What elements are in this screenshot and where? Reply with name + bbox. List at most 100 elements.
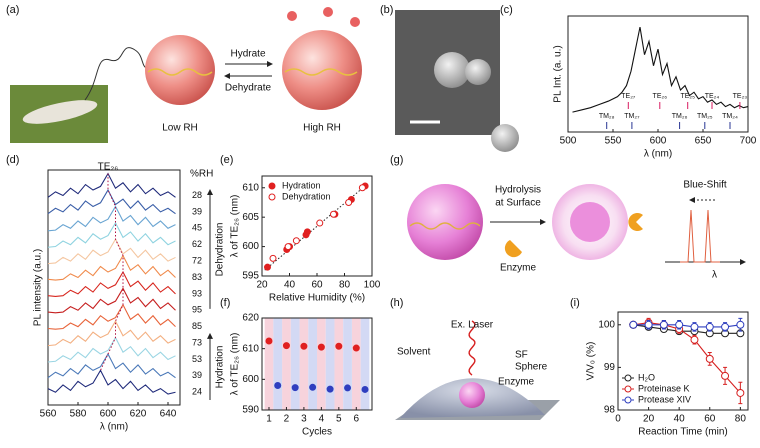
spectrum-icon — [680, 209, 720, 263]
x-tick-label: 40 — [674, 414, 686, 425]
series-line — [47, 221, 176, 248]
y-tick-label: 100 — [598, 319, 615, 330]
y-tick-label: 595 — [242, 271, 259, 282]
point — [300, 342, 308, 350]
panel-label: (d) — [6, 154, 19, 166]
series-line — [47, 205, 176, 232]
wave — [147, 68, 213, 76]
point — [303, 228, 311, 236]
peak-guide — [100, 173, 124, 371]
legend-marker — [624, 385, 632, 393]
series-label: 95 — [192, 305, 202, 315]
legend-label: Proteinase K — [638, 383, 690, 393]
water — [287, 11, 297, 21]
series-label: 85 — [192, 321, 202, 331]
series-line — [47, 287, 176, 314]
series-line — [47, 369, 176, 395]
y-tick-label: 99 — [604, 362, 616, 373]
mode-label: TE₂₇ — [621, 93, 636, 100]
point — [345, 198, 353, 206]
x-tick-label: 550 — [605, 136, 622, 147]
series-line — [47, 172, 176, 198]
plot-frame — [617, 311, 749, 411]
point — [705, 354, 714, 363]
plot-frame — [567, 15, 749, 133]
legend-label: Protease XIV — [638, 394, 691, 404]
x-tick-label: 640 — [160, 409, 177, 420]
plot-frame — [47, 169, 181, 406]
panel-label: (i) — [570, 297, 580, 309]
x-tick-label: 600 — [650, 136, 667, 147]
x-tick-label: 620 — [130, 409, 147, 420]
series-label: 39 — [192, 370, 202, 380]
water — [323, 7, 333, 17]
point — [282, 342, 290, 350]
band — [290, 318, 300, 410]
series-line — [47, 254, 176, 281]
point — [265, 337, 273, 345]
point — [292, 237, 300, 245]
y-axis-label: λ of TE₂₆ (nm) — [230, 333, 241, 396]
mode-label: TM₂₅ — [697, 113, 713, 120]
x-tick-label: 650 — [695, 136, 712, 147]
point — [690, 322, 699, 331]
label: Sphere — [515, 362, 548, 373]
point — [344, 384, 352, 392]
legend-label: Hydration — [282, 180, 321, 190]
panel-b — [395, 10, 519, 152]
label: Enzyme — [500, 263, 537, 274]
y-axis-label: λ of TE₂₆ (nm) — [230, 195, 241, 258]
x-tick-label: 80 — [735, 414, 747, 425]
label: Ex. Laser — [451, 320, 494, 331]
point — [316, 219, 324, 227]
point — [736, 388, 745, 397]
silk-thread — [84, 47, 151, 101]
x-axis-label: λ (nm) — [644, 149, 672, 160]
label: SF — [515, 350, 528, 361]
series-label: 93 — [192, 288, 202, 298]
series-label: 62 — [192, 239, 202, 249]
x-tick-label: 0 — [615, 414, 621, 425]
label: Dehydrate — [225, 83, 272, 94]
sphere — [407, 184, 483, 260]
sphere — [465, 59, 491, 85]
legend-label: H₂O — [638, 372, 655, 382]
series-label: 39 — [192, 206, 202, 216]
x-tick-label: 20 — [256, 280, 268, 291]
label: Solvent — [397, 347, 431, 358]
plot-frame — [261, 317, 373, 411]
mode-label: TM₂₇ — [624, 113, 640, 120]
band — [308, 318, 317, 410]
x-axis-label: Cycles — [302, 427, 332, 438]
silkworm — [22, 100, 98, 124]
series-line — [47, 188, 176, 215]
band — [317, 318, 326, 410]
y-axis-label: PL Int. (a. u.) — [553, 45, 564, 102]
series-label: 53 — [192, 354, 202, 364]
wave — [284, 68, 358, 76]
y-tick-label: 600 — [242, 241, 259, 252]
point — [644, 320, 653, 329]
series-line — [47, 352, 176, 379]
legend-marker — [624, 396, 632, 404]
y-tick-label: 600 — [242, 374, 259, 385]
label: High RH — [303, 123, 341, 134]
label: λ — [712, 270, 717, 281]
mode-label: TE₂₅ — [680, 93, 695, 100]
sphere — [282, 30, 362, 110]
point — [659, 320, 668, 329]
panel-label: (h) — [390, 297, 403, 309]
legend-label: Dehydration — [282, 191, 331, 201]
y-tick-label: 590 — [242, 405, 259, 416]
x-axis-label: Relative Humidity (%) — [269, 293, 365, 304]
legend-title: %RH — [190, 169, 213, 180]
point — [690, 335, 699, 344]
mode-label: TE₂₄ — [705, 93, 720, 100]
x-tick-label: 100 — [364, 280, 381, 291]
panel-h: Ex. Laser SF Sphere Enzyme Solvent — [395, 320, 560, 420]
panel-label: (f) — [220, 297, 230, 309]
x-tick-label: 560 — [40, 409, 57, 420]
mode-label: TM₂₄ — [722, 113, 738, 120]
x-tick-label: 6 — [354, 414, 360, 425]
